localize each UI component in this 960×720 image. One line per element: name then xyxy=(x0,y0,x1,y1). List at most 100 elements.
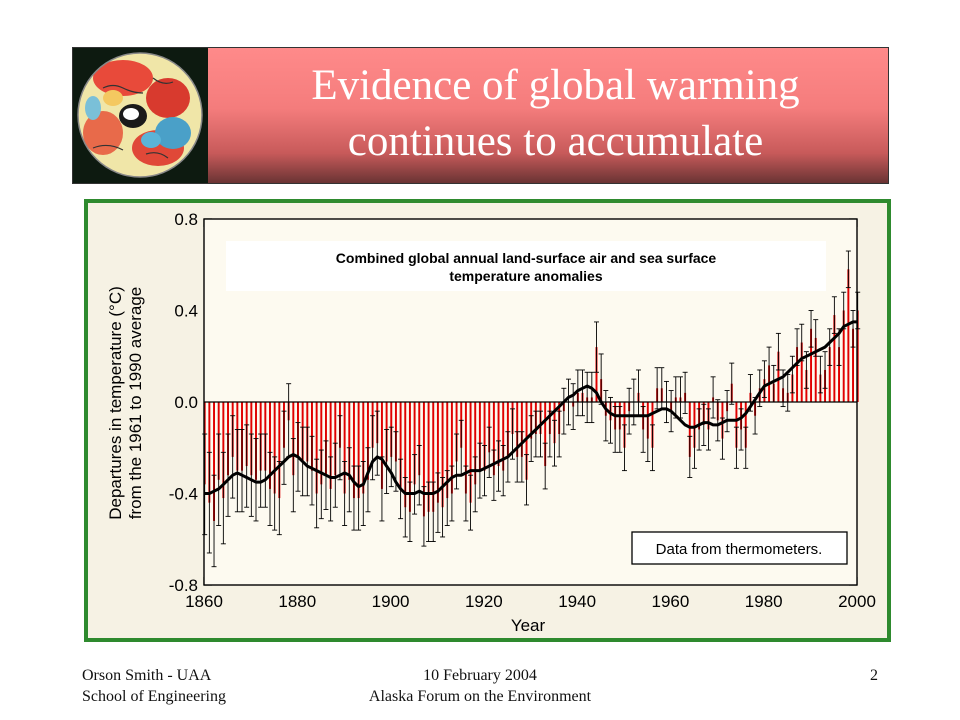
anomaly-bar xyxy=(329,402,332,489)
anomaly-bar xyxy=(483,402,486,471)
anomaly-bar xyxy=(497,402,500,467)
anomaly-bar xyxy=(544,402,547,467)
anomaly-bar xyxy=(441,402,444,508)
footer-author: Orson Smith - UAA School of Engineering xyxy=(82,665,226,707)
x-tick-label: 1940 xyxy=(558,592,596,611)
data-source-note: Data from thermometers. xyxy=(656,541,823,558)
anomaly-bar xyxy=(408,402,411,512)
anomaly-bar xyxy=(693,402,696,448)
anomaly-bar xyxy=(324,402,327,476)
anomaly-bar xyxy=(516,402,519,457)
anomaly-bar xyxy=(525,402,528,480)
anomaly-bar xyxy=(380,402,383,489)
anomaly-bar xyxy=(847,269,850,402)
anomaly-bar xyxy=(362,402,365,494)
anomaly-bar xyxy=(343,402,346,494)
y-axis-label: Departures in temperature (°C) from the … xyxy=(106,286,145,520)
anomaly-bar xyxy=(399,402,402,489)
anomaly-bar xyxy=(469,402,472,503)
anomaly-bar xyxy=(800,342,803,402)
anomaly-bar xyxy=(357,402,360,499)
anomaly-bar xyxy=(833,315,836,402)
x-tick-label: 1960 xyxy=(652,592,690,611)
anomaly-bar xyxy=(777,351,780,402)
anomaly-bar xyxy=(269,402,271,489)
slide-title-line1: Evidence of global warming xyxy=(311,62,800,109)
anomaly-bar xyxy=(404,402,407,508)
slide-title-line2: continues to accumulate xyxy=(347,118,764,165)
x-axis-ticks: 1860 1880 1900 1920 1940 1960 1980 2000 xyxy=(185,219,876,611)
chart-title-box xyxy=(226,241,826,291)
y-axis-label-line2: from the 1961 to 1990 average xyxy=(126,287,145,520)
x-tick-label: 1900 xyxy=(372,592,410,611)
title-banner: Evidence of global warming continues to … xyxy=(72,47,889,184)
anomaly-bar xyxy=(735,402,738,448)
anomaly-bar xyxy=(688,402,691,457)
footer-event-line1: 10 February 2004 xyxy=(423,667,537,684)
temperature-anomaly-chart: Departures in temperature (°C) from the … xyxy=(106,210,876,635)
x-axis-label: Year xyxy=(511,616,546,635)
footer-event: 10 February 2004 Alaska Forum on the Env… xyxy=(330,665,630,707)
y-axis-ticks: -0.8 -0.4 0.0 0.4 0.8 xyxy=(169,210,857,595)
data-source-note-box xyxy=(631,531,848,565)
y-tick-label: -0.4 xyxy=(169,485,198,504)
footer-author-line2: School of Engineering xyxy=(82,688,226,705)
anomaly-bar xyxy=(595,347,598,402)
anomaly-bar xyxy=(838,347,841,402)
anomaly-bar xyxy=(422,402,425,517)
anomaly-bar xyxy=(432,402,435,512)
x-tick-label: 1860 xyxy=(185,592,223,611)
anomaly-bar xyxy=(278,402,281,499)
footer-event-line2: Alaska Forum on the Environment xyxy=(368,688,592,705)
anomaly-bar xyxy=(222,402,225,499)
anomaly-bar xyxy=(814,337,817,402)
anomaly-bar xyxy=(455,402,458,462)
slide-title: Evidence of global warming continues to … xyxy=(223,58,888,170)
anomaly-bar xyxy=(492,402,495,476)
anomaly-bar xyxy=(427,402,430,512)
x-tick-label: 1980 xyxy=(745,592,783,611)
anomaly-bar xyxy=(502,402,505,471)
chart-frame: Departures in temperature (°C) from the … xyxy=(84,199,891,642)
anomaly-bar xyxy=(413,402,416,485)
anomaly-bar xyxy=(352,402,355,499)
anomaly-bar xyxy=(366,402,369,480)
anomaly-bar xyxy=(320,402,323,485)
anomaly-bar xyxy=(506,402,509,457)
anomaly-bar xyxy=(796,347,799,402)
chart-title-line1: Combined global annual land-surface air … xyxy=(336,250,717,266)
y-tick-label: 0.8 xyxy=(174,210,198,229)
globe-image xyxy=(73,48,208,183)
anomaly-bar xyxy=(418,402,421,476)
smoothed-trend-line xyxy=(204,320,858,495)
anomaly-bar xyxy=(334,402,337,476)
footer-author-line1: Orson Smith - UAA xyxy=(82,667,212,684)
y-tick-label: 0.4 xyxy=(174,302,198,321)
page-number: 2 xyxy=(870,667,878,684)
x-tick-label: 2000 xyxy=(838,592,876,611)
northern-hemisphere-globe-icon xyxy=(77,52,203,178)
anomaly-bar xyxy=(348,402,351,480)
anomaly-bar xyxy=(464,402,467,494)
anomaly-bar xyxy=(446,402,449,499)
x-tick-label: 1880 xyxy=(278,592,316,611)
anomaly-bar xyxy=(478,402,481,471)
y-axis-label-line1: Departures in temperature (°C) xyxy=(106,286,125,520)
y-tick-label: 0.0 xyxy=(174,393,198,412)
anomaly-bar xyxy=(474,402,477,485)
chart-title-line2: temperature anomalies xyxy=(449,268,602,284)
anomaly-bar xyxy=(273,402,276,494)
anomaly-bar xyxy=(315,402,318,494)
anomaly-bar xyxy=(842,310,845,402)
anomaly-bar xyxy=(213,402,215,521)
anomaly-bar xyxy=(744,402,747,448)
anomaly-bar xyxy=(852,328,855,402)
anomaly-bar xyxy=(520,402,523,457)
anomaly-bar xyxy=(810,328,813,402)
x-tick-label: 1920 xyxy=(465,592,503,611)
anomaly-bar xyxy=(828,347,831,402)
anomaly-bar xyxy=(450,402,453,494)
plot-border xyxy=(203,218,858,586)
anomaly-bar xyxy=(436,402,439,503)
y-tick-label: -0.8 xyxy=(169,576,198,595)
